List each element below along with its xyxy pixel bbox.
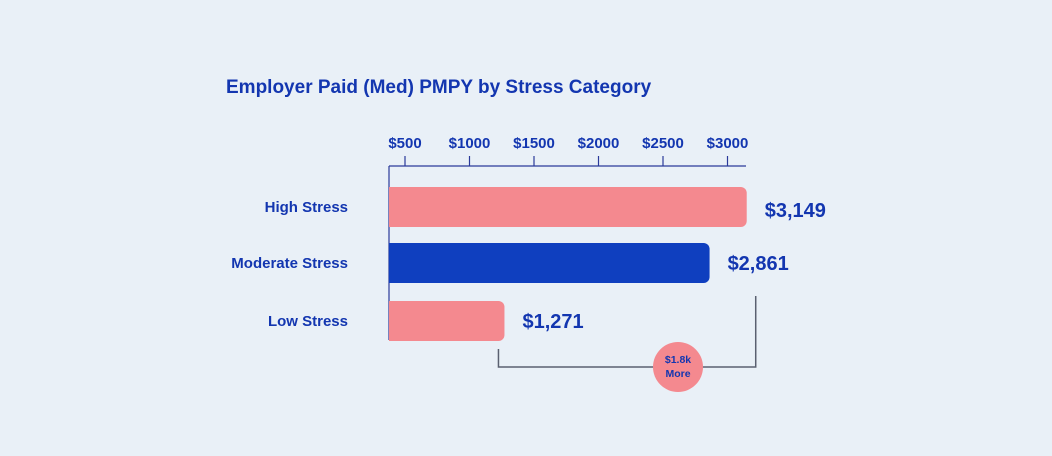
value-label-moderate-stress: $2,861 xyxy=(728,253,789,275)
difference-badge-line2: More xyxy=(665,368,690,380)
x-tick-label-500: $500 xyxy=(388,135,421,152)
x-tick-label-3000: $3000 xyxy=(707,135,749,152)
difference-bracket xyxy=(497,296,757,368)
bar-moderate-stress xyxy=(389,243,710,283)
category-label-moderate-stress: Moderate Stress xyxy=(231,255,348,272)
difference-badge-line1: $1.8k xyxy=(665,354,691,366)
x-tick-label-2000: $2000 xyxy=(578,135,620,152)
category-label-high-stress: High Stress xyxy=(265,199,348,216)
chart-title: Employer Paid (Med) PMPY by Stress Categ… xyxy=(226,77,652,98)
x-tick-label-1500: $1500 xyxy=(513,135,555,152)
bar-low-stress-left-edge xyxy=(389,301,397,341)
value-label-high-stress: $3,149 xyxy=(765,200,826,222)
x-tick-label-1000: $1000 xyxy=(449,135,491,152)
category-label-low-stress: Low Stress xyxy=(268,313,348,330)
x-tick-label-2500: $2500 xyxy=(642,135,684,152)
bar-high-stress-left-edge xyxy=(389,187,397,227)
bar-high-stress xyxy=(389,187,747,227)
bar-low-stress xyxy=(389,301,505,341)
bar-moderate-stress-left-edge xyxy=(389,243,397,283)
difference-badge xyxy=(653,342,703,392)
value-label-low-stress: $1,271 xyxy=(522,311,583,333)
